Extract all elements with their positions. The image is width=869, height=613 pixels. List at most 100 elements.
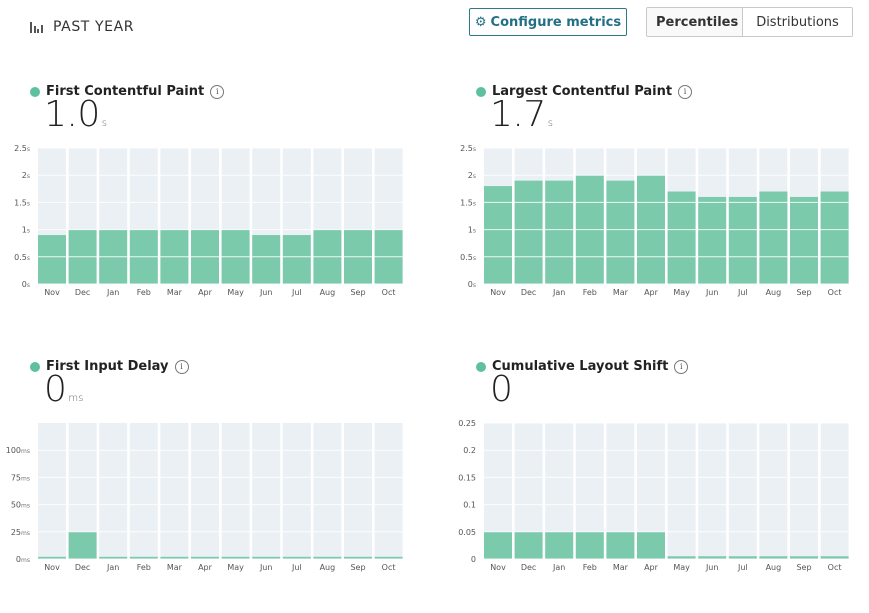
bar-chart: 0s 0.5s 1s 1.5s 2s 2.5s Nov Dec Jan Feb Mar Apr May J… [14,144,403,297]
y-tick-label: 0s [468,280,476,289]
bar[interactable] [221,556,250,559]
x-tick-label: Mar [167,288,183,297]
bar[interactable] [667,191,696,284]
bar[interactable] [514,180,543,284]
y-tick-label: 0.1 [463,501,476,510]
bar[interactable] [545,531,574,559]
info-icon[interactable]: i [674,359,689,374]
bar[interactable] [606,180,635,284]
info-icon[interactable]: i [678,84,693,99]
y-tick-label: 100ms [6,446,30,455]
bar[interactable] [484,186,512,284]
bar[interactable] [820,191,849,284]
column-background [38,423,66,559]
bar[interactable] [252,235,281,284]
metric-value-number: 0 [44,369,67,410]
y-tick-label: 0.2 [463,446,476,455]
column-background [160,423,189,559]
bar[interactable] [484,531,512,559]
bar-chart-icon [30,21,44,33]
bar[interactable] [637,531,665,559]
y-tick-unit: ms [21,503,30,510]
percentiles-button[interactable]: Percentiles [647,8,743,36]
metric-panel-fid: First Input Delay i 0 ms 0ms 25ms 50ms 75ms 1… [6,359,470,579]
metric-panel-cls: Cumulative Layout Shift i 0 0 0.05 0.1 0.15… [458,359,869,579]
bar[interactable] [68,531,97,559]
bar[interactable] [667,556,696,559]
bar[interactable] [759,191,788,284]
x-tick-label: Jun [259,288,273,297]
bar[interactable] [252,556,281,559]
y-tick-label: 1.5s [460,198,476,207]
metric-value-unit: s [101,118,107,129]
bar[interactable] [191,556,219,559]
bar[interactable] [344,556,372,559]
metric-title: Cumulative Layout Shift [492,359,669,374]
x-tick-label: Apr [644,563,659,572]
x-tick-label: May [673,288,690,297]
metric-title: First Contentful Paint [46,84,205,99]
bar[interactable] [374,556,403,559]
bar-chart: 0 0.05 0.1 0.15 0.2 0.25 Nov Dec Jan Feb Mar Apr May… [458,419,849,572]
x-tick-label: Oct [382,563,396,572]
metric-title: Largest Contentful Paint [492,84,673,99]
bar[interactable] [514,531,543,559]
column-background [252,423,281,559]
x-tick-label: Dec [75,563,90,572]
column-background [221,423,250,559]
y-tick-label: 0.5s [460,253,476,262]
bar[interactable] [820,556,849,559]
bar[interactable] [38,235,66,284]
info-icon[interactable]: i [210,84,225,99]
y-tick-label: 50ms [11,501,30,510]
x-tick-label: Jun [259,563,273,572]
x-tick-label: May [227,288,244,297]
series-dot [30,86,40,97]
info-icon[interactable]: i [174,359,189,374]
bar[interactable] [160,556,189,559]
y-tick-unit: s [27,200,30,207]
y-tick-label: 0ms [16,555,30,564]
metric-value: 0 [490,370,514,419]
bar[interactable] [38,556,66,559]
bar[interactable] [728,196,757,284]
y-tick-unit: s [27,228,30,235]
bar[interactable] [129,556,158,559]
bar[interactable] [728,556,757,559]
bar[interactable] [545,180,574,284]
bar[interactable] [282,235,311,284]
metric-value: 0 ms [44,370,83,419]
bar[interactable] [759,556,788,559]
x-tick-label: Jun [705,288,719,297]
series-dot [476,361,486,372]
x-tick-label: Jun [705,563,719,572]
bar[interactable] [606,531,635,559]
x-tick-label: Apr [198,288,213,297]
bar[interactable] [698,196,727,284]
column-background [790,423,818,559]
x-tick-label: Jan [552,563,565,572]
column-background [698,423,727,559]
x-tick-label: Dec [521,288,536,297]
metric-value-number: 1.7 [490,94,546,135]
bar[interactable] [282,556,311,559]
column-background [667,423,696,559]
bar[interactable] [790,556,818,559]
column-background [282,423,311,559]
x-tick-label: Mar [167,563,183,572]
x-tick-label: Nov [490,288,506,297]
bar[interactable] [99,556,128,559]
column-background [728,423,757,559]
y-tick-unit: s [473,200,476,207]
bar[interactable] [698,556,727,559]
bar[interactable] [790,196,818,284]
bar[interactable] [313,556,342,559]
distributions-button[interactable]: Distributions [743,8,852,36]
x-tick-label: Jul [291,288,302,297]
configure-metrics-button[interactable]: ⚙ Configure metrics [469,8,627,36]
y-tick-unit: s [473,255,476,262]
metric-title-row: First Contentful Paint i [30,84,225,99]
metric-value: 1.7 s [490,95,553,144]
bar[interactable] [575,531,604,559]
y-tick-label: 0.05 [458,528,476,537]
